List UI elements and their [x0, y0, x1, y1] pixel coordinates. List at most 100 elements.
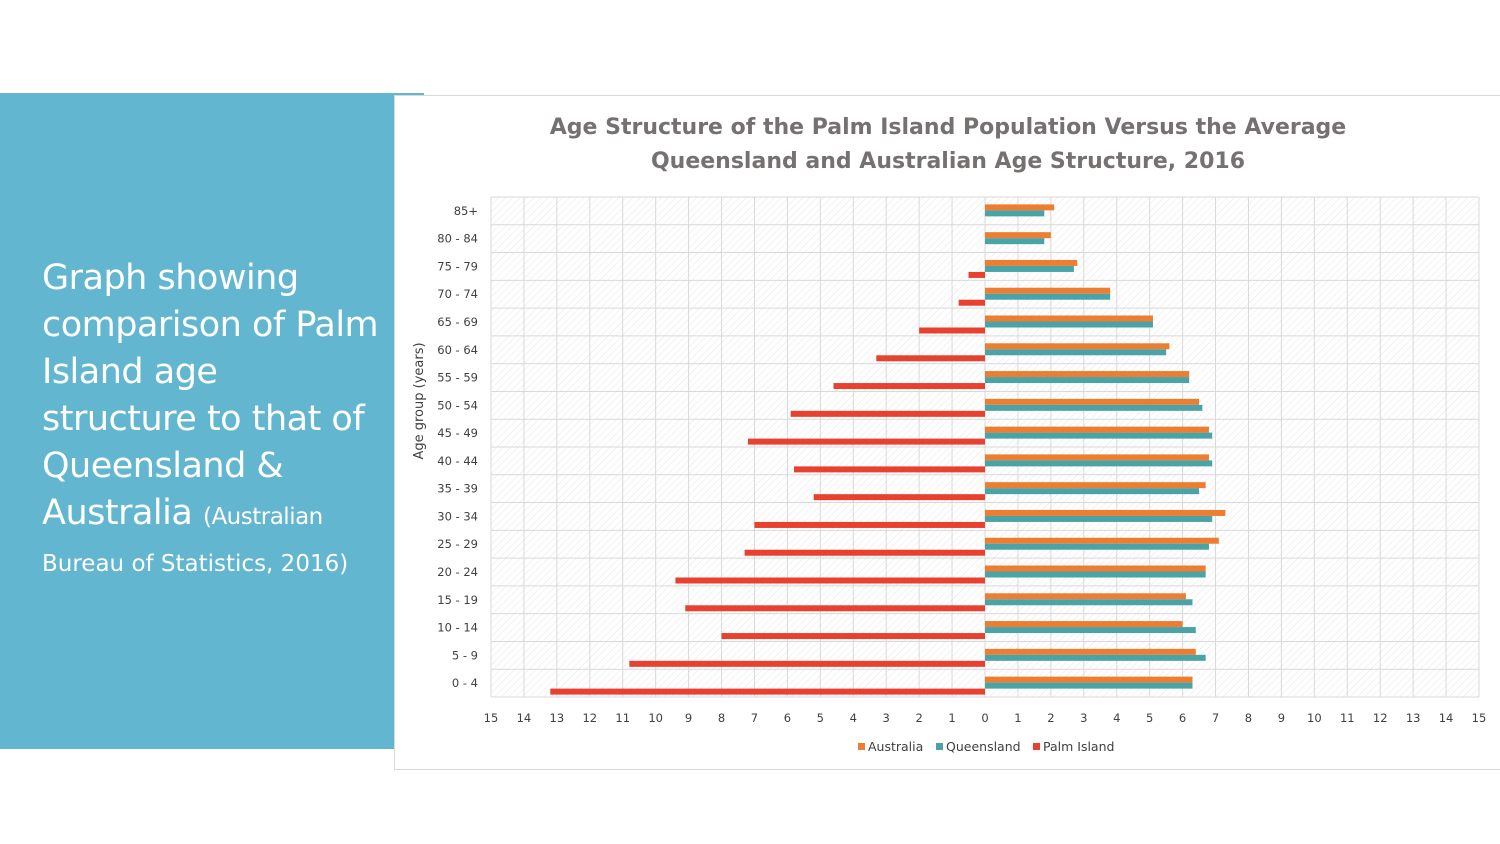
y-tick-label: 80 - 84 [437, 232, 478, 246]
x-tick-label: 2 [915, 711, 922, 725]
australia-bar [985, 287, 1111, 294]
queensland-bar [985, 571, 1206, 578]
x-tick-label: 11 [1340, 711, 1355, 725]
x-tick-label: 1 [948, 711, 955, 725]
palm-island-bar [813, 494, 985, 501]
x-tick-label: 14 [1439, 711, 1454, 725]
queensland-bar [985, 265, 1074, 272]
palm-island-bar [747, 438, 985, 445]
australia-bar [985, 454, 1209, 461]
queensland-bar [985, 377, 1190, 384]
x-tick-label: 7 [751, 711, 758, 725]
chart-title-line2: Queensland and Australian Age Structure,… [651, 149, 1245, 174]
x-tick-label: 15 [1472, 711, 1487, 725]
queensland-bar [985, 460, 1213, 467]
title-panel [0, 93, 394, 749]
legend-swatch-australia [858, 743, 865, 750]
y-tick-label: 25 - 29 [437, 537, 478, 551]
x-tick-label: 9 [685, 711, 692, 725]
chart-frame: Age Structure of the Palm Island Populat… [394, 95, 1500, 770]
x-tick-label: 13 [1406, 711, 1421, 725]
y-tick-label: 75 - 79 [437, 259, 478, 273]
x-tick-label: 0 [981, 711, 988, 725]
legend: Australia Queensland Palm Island [858, 739, 1114, 754]
australia-bar [985, 259, 1078, 266]
queensland-bar [985, 488, 1200, 495]
citation-part1: (Australian [202, 504, 323, 530]
queensland-bar [985, 599, 1193, 606]
x-tick-label: 15 [484, 711, 499, 725]
australia-bar [985, 426, 1209, 433]
queensland-bar [985, 682, 1193, 689]
x-tick-label: 12 [1373, 711, 1388, 725]
queensland-bar [985, 238, 1045, 245]
x-tick-label: 13 [550, 711, 565, 725]
palm-island-bar [968, 271, 985, 278]
palm-island-bar [550, 688, 985, 695]
y-tick-label: 40 - 44 [437, 454, 478, 468]
queensland-bar [985, 543, 1209, 550]
palm-island-bar [793, 466, 985, 473]
x-tick-label: 12 [582, 711, 597, 725]
y-tick-label: 85+ [454, 204, 478, 218]
australia-bar [985, 232, 1051, 239]
x-tick-label: 1 [1014, 711, 1021, 725]
y-tick-label: 65 - 69 [437, 315, 478, 329]
y-axis-ticks: 85+ 80 - 84 75 - 79 70 - 74 65 - 69 60 - 64 55… [437, 204, 478, 690]
palm-island-bar [833, 383, 985, 390]
palm-island-bar [876, 355, 985, 362]
y-tick-label: 0 - 4 [452, 676, 478, 690]
australia-bar [985, 398, 1200, 405]
queensland-bar [985, 404, 1203, 411]
y-tick-label: 60 - 64 [437, 343, 478, 357]
population-pyramid-chart: Age Structure of the Palm Island Populat… [412, 115, 1487, 754]
australia-bar [985, 204, 1055, 211]
y-tick-label: 20 - 24 [437, 565, 478, 579]
x-tick-label: 9 [1278, 711, 1285, 725]
x-tick-label: 8 [1245, 711, 1252, 725]
citation-part2: Bureau of Statistics, 2016) [42, 551, 349, 577]
x-tick-label: 2 [1047, 711, 1054, 725]
y-tick-label: 30 - 34 [437, 509, 478, 523]
y-tick-label: 10 - 14 [437, 621, 478, 635]
palm-island-bar [744, 549, 985, 556]
legend-label-queensland: Queensland [946, 739, 1021, 754]
legend-swatch-queensland [936, 743, 943, 750]
australia-bar [985, 343, 1170, 350]
x-tick-label: 6 [1179, 711, 1186, 725]
australia-bar [985, 371, 1190, 378]
palm-island-bar [685, 605, 985, 612]
x-tick-label: 6 [784, 711, 791, 725]
australia-bar [985, 676, 1193, 683]
australia-bar [985, 593, 1186, 600]
palm-island-bar [629, 660, 985, 667]
slide-text: Graph showing comparison of Palm Island … [42, 255, 382, 588]
x-tick-label: 10 [648, 711, 663, 725]
chart-title-line1: Age Structure of the Palm Island Populat… [550, 115, 1346, 140]
legend-label-australia: Australia [868, 739, 923, 754]
palm-island-bar [790, 410, 985, 417]
australia-bar [985, 482, 1206, 489]
palm-island-bar [721, 633, 985, 640]
y-tick-label: 35 - 39 [437, 482, 478, 496]
y-axis-label: Age group (years) [412, 342, 427, 459]
y-tick-label: 50 - 54 [437, 398, 478, 412]
x-tick-label: 7 [1212, 711, 1219, 725]
x-tick-label: 11 [615, 711, 630, 725]
x-tick-label: 5 [1146, 711, 1153, 725]
queensland-bar [985, 432, 1213, 439]
australia-bar [985, 565, 1206, 572]
australia-bar [985, 648, 1196, 655]
australia-bar [985, 509, 1226, 516]
queensland-bar [985, 210, 1045, 217]
queensland-bar [985, 627, 1196, 634]
y-tick-label: 5 - 9 [452, 648, 478, 662]
legend-label-palm-island: Palm Island [1043, 739, 1114, 754]
australia-bar [985, 621, 1183, 628]
y-tick-label: 15 - 19 [437, 593, 478, 607]
y-tick-label: 55 - 59 [437, 371, 478, 385]
x-tick-label: 5 [817, 711, 824, 725]
x-tick-label: 3 [1080, 711, 1087, 725]
bars [550, 204, 1226, 695]
x-tick-label: 4 [1113, 711, 1120, 725]
